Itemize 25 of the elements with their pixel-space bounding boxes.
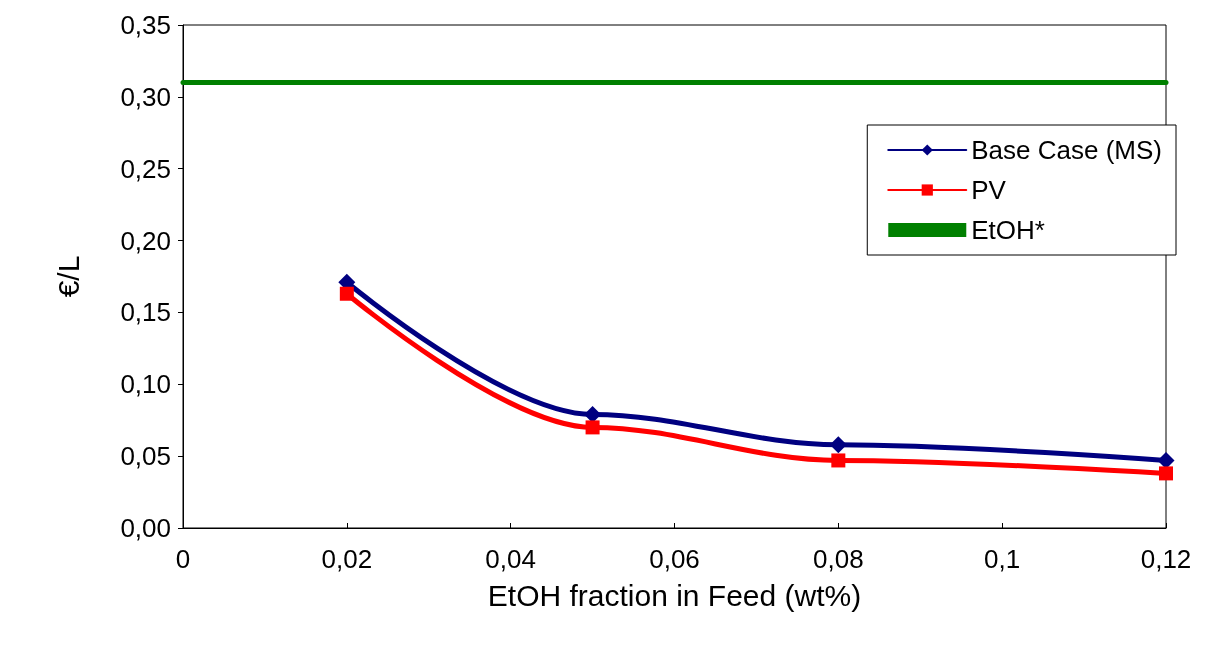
x-tick-label: 0 xyxy=(175,544,191,574)
x-tick-label: 0,02 xyxy=(321,544,373,574)
x-tick-label: 0,1 xyxy=(984,544,1021,574)
y-tick-label: 0,30 xyxy=(120,81,171,112)
y-tick-label: 0,20 xyxy=(120,225,171,256)
x-tick-label: 0,04 xyxy=(485,544,536,574)
point xyxy=(339,286,354,301)
y-tick-label: 0,35 xyxy=(120,10,171,40)
x-axis-title: EtOH fraction in Feed (wt%) xyxy=(487,578,862,612)
x-tick-label: 0,06 xyxy=(649,544,700,574)
x-tick-label: 0,08 xyxy=(813,544,864,574)
legend-label: Base Case (MS) xyxy=(971,135,1163,165)
y-tick-label: 0,10 xyxy=(120,369,171,400)
y-tick-label: 0,00 xyxy=(120,513,171,543)
point xyxy=(831,453,846,468)
y-tick-label: 0,15 xyxy=(120,297,171,328)
point xyxy=(585,420,600,435)
y-tick-label: 0,05 xyxy=(120,441,171,472)
legend-label: PV xyxy=(971,175,1007,205)
point xyxy=(1157,451,1175,469)
point xyxy=(1159,466,1173,481)
legend-label: EtOH* xyxy=(971,215,1045,245)
y-tick-label: 0,25 xyxy=(120,153,171,184)
y-axis-title: €/L xyxy=(51,255,85,298)
x-tick-label: 0,12 xyxy=(1140,544,1192,574)
